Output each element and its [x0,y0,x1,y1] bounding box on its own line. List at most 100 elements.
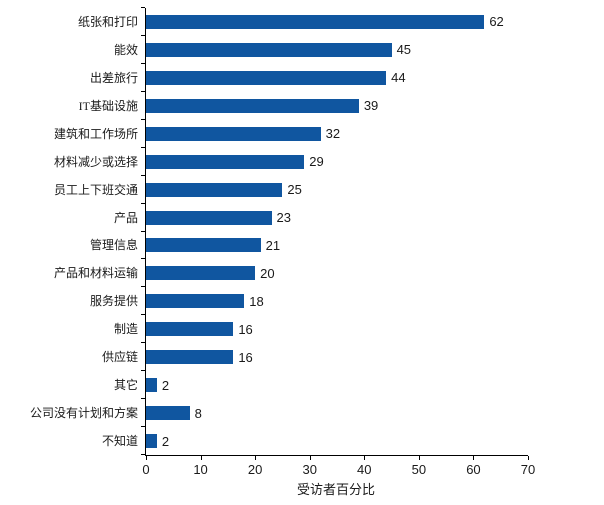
bar-row: 供应链 16 [102,343,528,371]
bar [146,406,190,421]
category-label: 出差旅行 [89,70,138,85]
bar [146,70,387,85]
x-axis-tick [309,456,311,460]
bars-container: 纸张和打印 62 能效 45 出差旅行 44 IT基础设施 39 建筑和工作场所 32 材料减少或选… [30,8,528,455]
category-label: 纸张和打印 [77,14,138,29]
y-axis-tick [141,202,145,204]
y-axis-tick [141,34,145,36]
category-label: 材料减少或选择 [53,154,138,169]
category-label: 公司没有计划和方案 [29,406,138,421]
y-axis-tick [141,230,145,232]
y-axis-tick [141,7,145,8]
bar-row: 出差旅行 44 [90,64,528,92]
x-axis-tick [200,456,202,460]
x-axis-tick-label: 30 [302,462,317,477]
value-label: 39 [363,98,379,114]
bar-row: 制造 16 [114,315,528,343]
x-axis-tick-label: 60 [466,462,481,477]
bar-row: 纸张和打印 62 [78,8,528,36]
category-label: 员工上下班交通 [53,182,138,197]
y-axis-tick [141,258,145,260]
value-label: 29 [309,154,324,170]
y-axis-tick [141,286,145,288]
bar [146,154,305,169]
category-label: 供应链 [101,350,138,365]
value-label: 25 [287,182,302,198]
category-label: 制造 [113,322,138,337]
value-label: 45 [396,42,412,58]
value-label: 2 [161,433,170,449]
y-axis-tick [141,174,145,176]
y-axis-tick [141,342,145,344]
bar-row: 能效 45 [114,36,528,64]
category-label: IT基础设施 [78,98,138,113]
category-label: 不知道 [101,434,138,449]
x-axis-tick [255,456,257,460]
value-label: 18 [249,293,264,309]
bar [146,266,256,281]
x-axis-tick [418,456,420,460]
x-axis-tick-label: 0 [142,462,150,477]
category-label: 服务提供 [89,294,138,309]
category-label: 其它 [113,378,138,393]
x-axis-tick-label: 20 [247,462,263,477]
value-label: 44 [391,70,406,86]
x-axis-tick [528,456,529,460]
y-axis-tick [141,426,145,428]
bar [146,126,321,141]
bar [146,294,245,309]
value-label: 23 [276,210,291,226]
bar-row: 员工上下班交通 25 [54,176,528,204]
y-axis-tick [141,454,145,455]
bar [146,322,234,337]
plot-area: 纸张和打印 62 能效 45 出差旅行 44 IT基础设施 39 建筑和工作场所 32 材料减少或选… [30,7,535,476]
value-label: 8 [194,405,202,421]
bar-row: 建筑和工作场所 32 [54,120,528,148]
y-axis-tick [141,314,145,316]
bar [146,42,392,57]
value-label: 32 [325,126,341,142]
bar [146,378,157,393]
category-label: 能效 [113,42,138,57]
bar [146,14,485,29]
bar-row: 服务提供 18 [90,287,528,315]
value-label: 16 [238,321,253,337]
bar [146,434,157,449]
y-axis-tick [141,146,145,148]
x-axis-title: 受访者百分比 [296,482,375,497]
bar [146,238,261,253]
category-label: 产品 [113,210,138,225]
x-axis-tick-label: 10 [193,462,208,477]
x-axis-tick-label: 50 [411,462,427,477]
bar [146,182,283,197]
x-axis-tick [146,456,147,460]
y-axis-tick [141,370,145,372]
bar [146,98,359,113]
x-axis-tick-label: 40 [357,462,372,477]
value-label: 16 [238,349,253,365]
bar-row: 产品 23 [114,204,528,232]
bar-row: 产品和材料运输 20 [54,259,528,287]
value-label: 62 [489,14,504,30]
bar [146,350,234,365]
value-label: 2 [161,377,170,393]
value-label: 20 [260,265,275,281]
category-label: 建筑和工作场所 [53,126,138,141]
y-axis-tick [141,62,145,64]
bar-row: 公司没有计划和方案 8 [30,399,528,427]
bar-row: 材料减少或选择 29 [54,148,528,176]
y-axis-tick [141,118,145,120]
x-axis-tick [364,456,366,460]
bar-row: 不知道 2 [102,427,528,455]
value-label: 21 [265,237,281,253]
bar-row: 管理信息 21 [90,232,528,260]
y-axis-tick [141,398,145,400]
x-axis-tick [473,456,475,460]
y-axis-tick [141,90,145,92]
bar [146,210,272,225]
bar-row: 其它 2 [114,371,528,399]
category-label: 产品和材料运输 [53,266,138,281]
bar-row: IT基础设施 39 [79,92,528,120]
category-label: 管理信息 [89,238,138,253]
